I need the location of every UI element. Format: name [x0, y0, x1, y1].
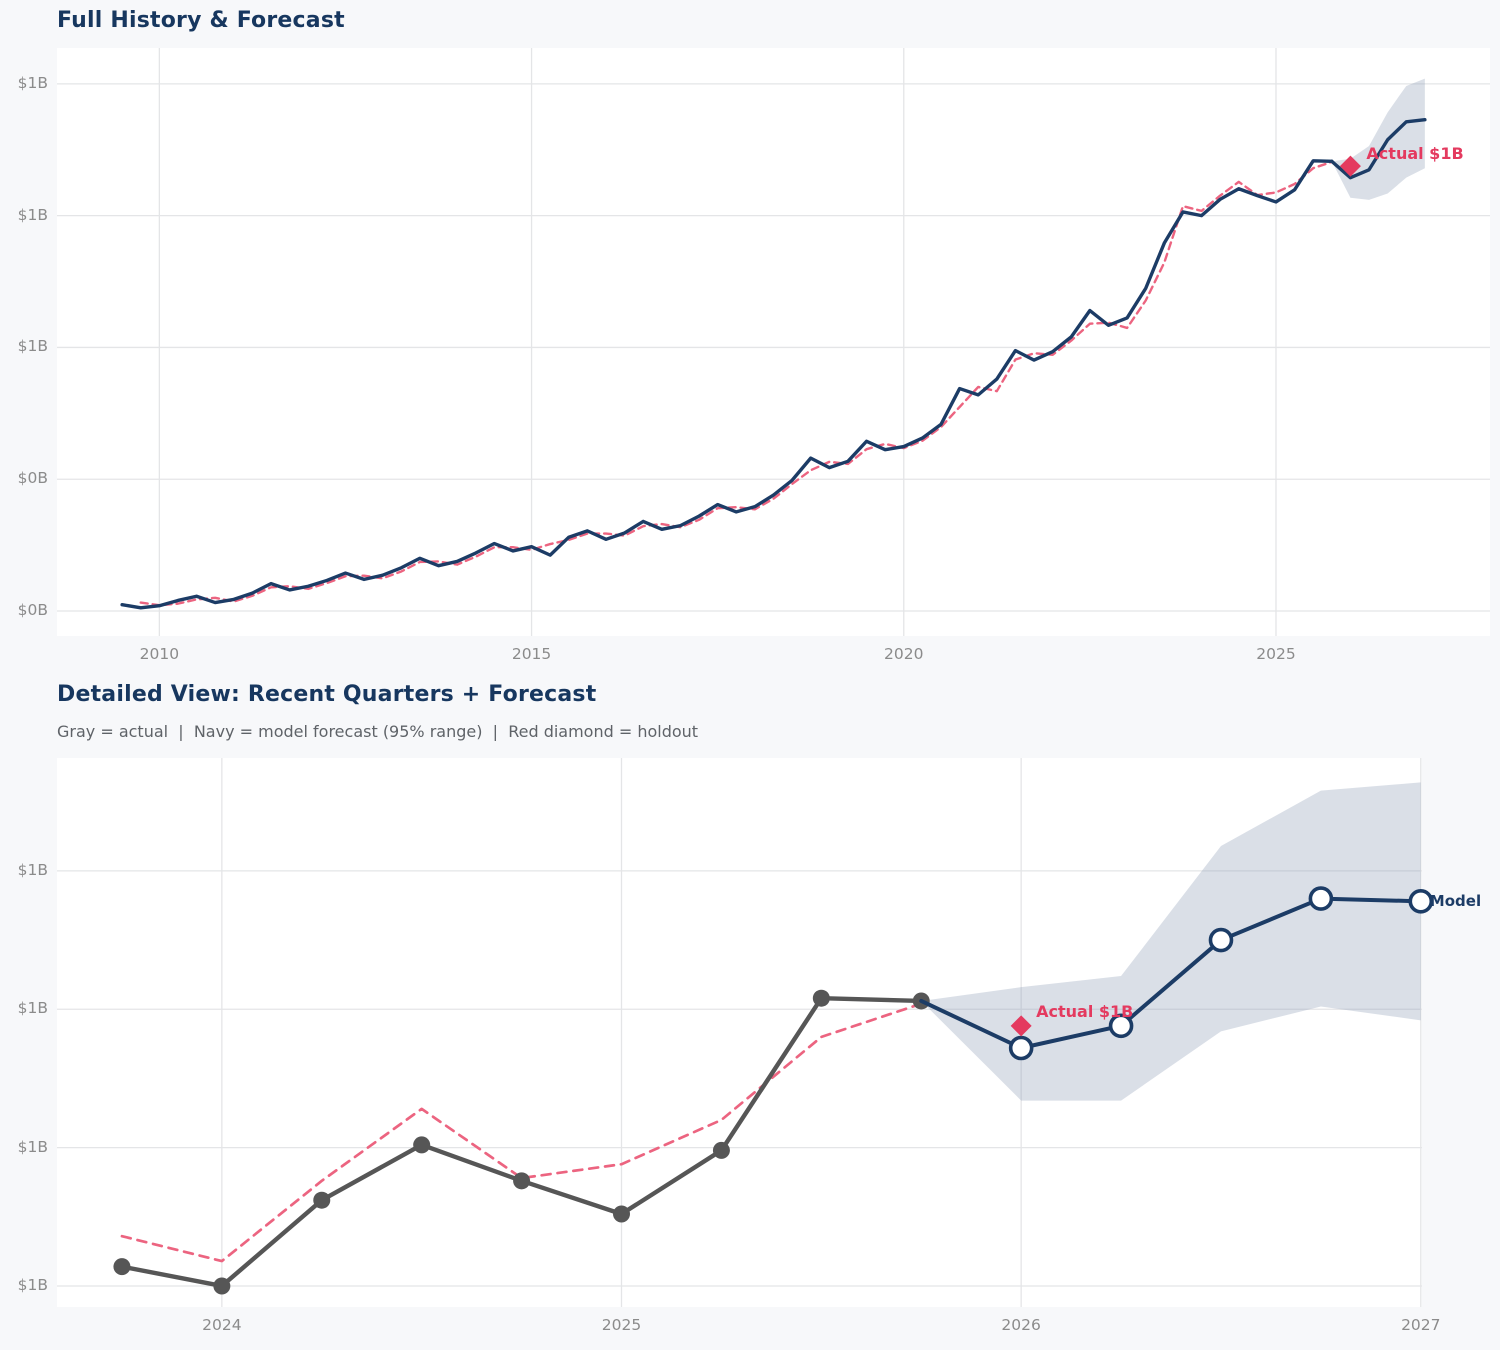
actual-point	[613, 1205, 631, 1223]
x-tick-label: 2026	[1001, 1316, 1041, 1334]
forecast-markers	[1008, 886, 1434, 1061]
x-tick-label: 2010	[139, 645, 180, 663]
actual-point	[712, 1141, 730, 1159]
y-tick-label: $1B	[17, 1275, 48, 1294]
actual-point	[413, 1136, 431, 1154]
actual-point	[113, 1258, 131, 1276]
forecast-point	[1308, 886, 1334, 911]
plot-background	[57, 48, 1490, 636]
actual-point	[313, 1191, 331, 1209]
confidence-band	[921, 782, 1421, 1101]
y-tick-label: $1B	[17, 860, 48, 879]
x-tick-label: 2020	[884, 645, 924, 663]
detail-chart-title: Detailed View: Recent Quarters + Forecas…	[57, 682, 597, 707]
forecast-line	[919, 896, 1423, 1050]
detail-chart-legend-subtitle: Gray = actual | Navy = model forecast (9…	[57, 722, 699, 741]
model-line-label: Model	[1429, 892, 1482, 911]
detail-holdout-annotation: Actual $1B	[1036, 1001, 1134, 1021]
actual-markers	[113, 989, 930, 1295]
actual-point	[513, 1172, 531, 1190]
history-chart-title: Full History & Forecast	[57, 8, 345, 33]
y-tick-label: $0B	[17, 469, 48, 488]
plot-background	[57, 758, 1422, 1307]
holdout-diamond	[1339, 155, 1361, 177]
fitted-line	[139, 160, 1334, 607]
y-tick-label: $1B	[17, 999, 48, 1018]
holdout-diamond	[1010, 1015, 1032, 1037]
y-tick-label: $1B	[17, 205, 48, 224]
y-tick-label: $1B	[17, 1137, 48, 1156]
fitted-line	[120, 1002, 923, 1263]
actual-line	[120, 159, 1334, 610]
actual-point	[213, 1277, 231, 1295]
y-tick-label: $1B	[17, 73, 48, 92]
x-tick-label: 2015	[511, 645, 552, 663]
y-tick-label: $0B	[17, 601, 48, 619]
x-tick-label: 2025	[601, 1316, 642, 1334]
forecast-point	[1008, 1035, 1034, 1061]
forecast-line	[1330, 117, 1427, 180]
gridlines	[57, 758, 1422, 1307]
x-tick-label: 2025	[1256, 645, 1296, 663]
forecast-point	[1208, 927, 1234, 953]
x-tick-label: 2024	[202, 1316, 242, 1334]
y-tick-label: $1B	[17, 337, 48, 356]
forecast-point	[1408, 889, 1434, 914]
gridlines	[57, 48, 1490, 636]
forecast-point	[1108, 1013, 1134, 1039]
history-holdout-annotation: Actual $1B	[1366, 144, 1464, 164]
actual-point	[812, 989, 830, 1007]
x-tick-label: 2027	[1401, 1316, 1441, 1334]
